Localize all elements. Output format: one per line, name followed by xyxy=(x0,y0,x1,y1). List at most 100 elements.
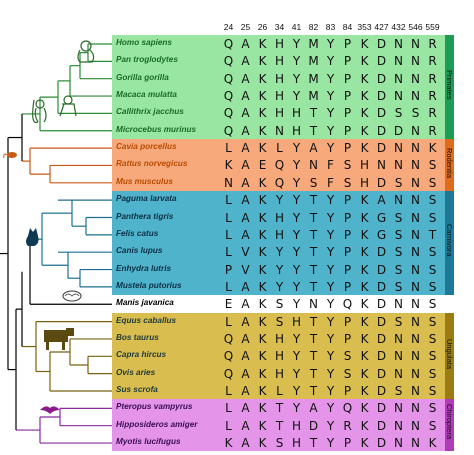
residue: N xyxy=(394,331,403,346)
residue: H xyxy=(291,123,302,138)
species-name: Manis javanica xyxy=(116,298,174,308)
residue: D xyxy=(376,366,387,381)
residue: K xyxy=(258,37,267,51)
residue: K xyxy=(360,193,369,208)
residue: S xyxy=(428,297,437,312)
residue: Y xyxy=(292,227,301,242)
residue: T xyxy=(275,401,284,416)
position-label: 559 xyxy=(425,22,440,32)
residue: S xyxy=(394,106,403,121)
residue: N xyxy=(411,141,420,156)
residue: D xyxy=(376,297,387,312)
residue: S xyxy=(411,106,420,121)
group-band-primates xyxy=(112,35,445,140)
residue: A xyxy=(241,37,250,51)
residue: E xyxy=(224,297,233,312)
residue: K xyxy=(360,71,369,86)
residue: A xyxy=(241,297,250,312)
residue: Y xyxy=(292,89,301,104)
residue: H xyxy=(274,349,285,364)
residue: K xyxy=(258,141,267,156)
residue: K xyxy=(360,436,369,451)
residue: Y xyxy=(292,210,301,225)
residue: H xyxy=(291,314,302,329)
residue: Y xyxy=(292,366,301,381)
residue: Y xyxy=(292,245,301,260)
group-band-ungulata xyxy=(112,312,445,400)
residue: K xyxy=(258,262,267,277)
residue: H xyxy=(274,106,285,121)
residue: T xyxy=(309,193,318,208)
residue: H xyxy=(274,71,285,86)
residue: P xyxy=(343,279,352,294)
residue: T xyxy=(309,331,318,346)
residue: D xyxy=(376,71,387,86)
residue: V xyxy=(241,262,250,277)
residue: K xyxy=(224,158,233,173)
residue: S xyxy=(428,349,437,364)
monkey-icon xyxy=(77,40,95,63)
position-label: 25 xyxy=(240,22,251,32)
species-name: Pan troglodytes xyxy=(116,55,178,65)
species-name: Cavia porcellus xyxy=(116,142,177,152)
residue: Y xyxy=(326,210,335,225)
species-name: Pteropus vampyrus xyxy=(116,402,193,412)
residue: A xyxy=(241,141,250,156)
residue: L xyxy=(225,384,232,398)
residue: Y xyxy=(326,349,335,364)
residue: A xyxy=(241,279,250,294)
residue: K xyxy=(360,366,369,381)
residue: N xyxy=(411,262,420,277)
residue: K xyxy=(258,314,267,329)
species-name: Enhydra lutris xyxy=(116,263,172,273)
residue: Q xyxy=(274,158,285,173)
residue: Y xyxy=(326,123,335,138)
residue: Y xyxy=(292,54,301,69)
residue: R xyxy=(428,71,437,86)
residue: G xyxy=(376,210,387,225)
residue: A xyxy=(309,401,318,416)
residue: N xyxy=(411,193,420,208)
residue: D xyxy=(376,436,387,451)
residue: Y xyxy=(292,158,301,173)
residue: N xyxy=(411,418,420,433)
residue: K xyxy=(360,37,369,51)
group-label: Rodentia xyxy=(445,148,454,179)
residue: D xyxy=(376,279,387,294)
residue: P xyxy=(343,37,352,51)
residue: D xyxy=(376,37,387,51)
residue: Y xyxy=(275,193,284,208)
residue: N xyxy=(411,175,420,190)
residue: K xyxy=(258,401,267,416)
residue: S xyxy=(275,314,284,329)
residue: S xyxy=(428,366,437,381)
residue: G xyxy=(376,227,387,242)
residue: M xyxy=(308,37,319,51)
residue: A xyxy=(241,106,250,121)
residue: H xyxy=(291,106,302,121)
residue: N xyxy=(411,227,420,242)
residue: S xyxy=(394,245,403,260)
residue: K xyxy=(258,418,267,433)
residue: K xyxy=(258,123,267,138)
residue: A xyxy=(309,141,318,156)
residue: Q xyxy=(223,71,234,86)
residue: H xyxy=(274,366,285,381)
residue: K xyxy=(258,106,267,121)
species-name: Ovis aries xyxy=(116,367,156,377)
residue: S xyxy=(394,210,403,225)
residue: H xyxy=(359,158,370,173)
residue: S xyxy=(343,366,352,381)
residue: K xyxy=(428,141,437,156)
species-name: Hipposideros amiger xyxy=(116,419,198,429)
bat-icon xyxy=(40,406,60,414)
residue: K xyxy=(360,297,369,312)
